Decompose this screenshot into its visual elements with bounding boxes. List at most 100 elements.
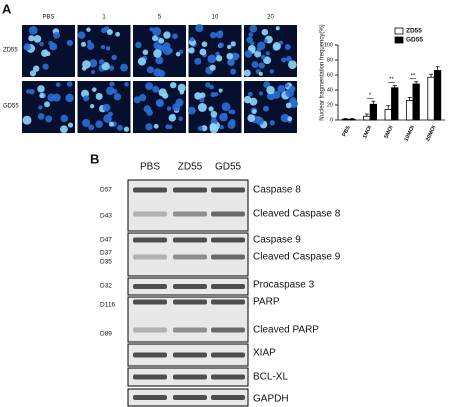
band bbox=[133, 395, 167, 400]
nucleus bbox=[37, 112, 45, 120]
nucleus bbox=[209, 64, 216, 71]
nucleus bbox=[263, 56, 272, 65]
nucleus bbox=[215, 55, 223, 62]
nucleus bbox=[195, 24, 204, 33]
band bbox=[133, 327, 167, 333]
nucleus bbox=[44, 101, 50, 108]
nucleus bbox=[26, 89, 31, 94]
significance: ** bbox=[389, 77, 394, 83]
size-marker: D32 bbox=[100, 283, 112, 290]
nucleus bbox=[77, 31, 86, 39]
nucleus bbox=[199, 97, 205, 103]
size-marker: D89 bbox=[100, 331, 112, 338]
nucleus bbox=[28, 35, 35, 42]
nucleus bbox=[37, 85, 45, 93]
error-bar bbox=[435, 66, 440, 71]
nucleus bbox=[106, 28, 113, 35]
nucleus bbox=[113, 93, 122, 101]
nucleus bbox=[167, 48, 173, 54]
nucleus bbox=[201, 41, 208, 48]
band bbox=[173, 284, 207, 289]
nucleus bbox=[29, 70, 37, 77]
nucleus bbox=[258, 71, 263, 76]
legend-swatch bbox=[394, 27, 404, 35]
nucleus bbox=[255, 117, 264, 126]
size-marker: D57 bbox=[100, 187, 112, 194]
error-bar bbox=[364, 113, 369, 117]
band bbox=[211, 352, 245, 358]
nucleus bbox=[252, 109, 257, 114]
nucleus bbox=[155, 99, 163, 107]
protein-label: Cleaved Caspase 8 bbox=[253, 209, 341, 220]
nucleus bbox=[244, 50, 253, 58]
nucleus bbox=[123, 126, 130, 132]
nucleus bbox=[65, 93, 74, 103]
nucleus bbox=[208, 106, 214, 112]
nucleus bbox=[89, 104, 95, 109]
y-tick-label: 100 bbox=[324, 42, 333, 48]
lane-label: GD55 bbox=[215, 162, 242, 173]
nucleus bbox=[275, 26, 280, 31]
column-label: 20 bbox=[267, 15, 274, 21]
nucleus bbox=[219, 112, 228, 122]
nucleus bbox=[199, 48, 207, 56]
protein-label: PARP bbox=[253, 297, 280, 308]
protein-label: Procaspase 3 bbox=[253, 280, 315, 291]
nucleus bbox=[158, 69, 166, 78]
column-label: 5 bbox=[158, 15, 162, 21]
nucleus bbox=[218, 42, 224, 48]
protein-label: GAPDH bbox=[253, 394, 289, 405]
nucleus bbox=[109, 81, 115, 87]
nucleus bbox=[285, 102, 292, 109]
nucleus bbox=[254, 50, 262, 58]
nucleus bbox=[143, 105, 152, 113]
nucleus bbox=[80, 41, 87, 47]
nucleus bbox=[60, 114, 68, 123]
nucleus bbox=[194, 57, 202, 65]
size-marker: D47 bbox=[100, 237, 112, 244]
band bbox=[211, 237, 245, 243]
legend-label: ZD55 bbox=[406, 28, 422, 35]
nucleus bbox=[33, 65, 40, 72]
nucleus bbox=[179, 89, 185, 95]
x-tick-label: PBS bbox=[342, 125, 352, 138]
significance: * bbox=[369, 93, 372, 99]
nucleus bbox=[285, 88, 294, 98]
nucleus bbox=[100, 45, 105, 50]
nucleus bbox=[142, 49, 149, 56]
size-marker: D116 bbox=[100, 302, 115, 309]
nucleus bbox=[172, 33, 178, 40]
nucleus bbox=[45, 115, 53, 123]
x-tick-label: 20MOI bbox=[425, 125, 438, 143]
nucleus bbox=[227, 44, 232, 50]
band bbox=[173, 299, 207, 305]
nucleus bbox=[137, 57, 147, 66]
error-bar bbox=[429, 73, 434, 78]
nucleus bbox=[82, 118, 91, 127]
nucleus bbox=[163, 31, 171, 39]
protein-label: Cleaved Caspase 9 bbox=[253, 252, 341, 263]
protein-label: Caspase 8 bbox=[253, 185, 301, 196]
nucleus bbox=[243, 69, 251, 77]
protein-label: Cleaved PARP bbox=[253, 325, 319, 336]
band bbox=[173, 237, 207, 243]
nucleus bbox=[187, 106, 196, 115]
nucleus bbox=[175, 98, 184, 107]
nucleus bbox=[265, 51, 270, 56]
legend-label: GD55 bbox=[406, 37, 423, 44]
nucleus bbox=[66, 39, 73, 47]
column-label: 1 bbox=[102, 15, 106, 21]
nucleus bbox=[102, 103, 111, 112]
nucleus bbox=[251, 61, 259, 69]
nucleus bbox=[272, 42, 281, 51]
error-bar bbox=[386, 105, 391, 110]
band bbox=[173, 254, 207, 260]
nucleus bbox=[170, 81, 177, 89]
nucleus bbox=[233, 53, 240, 59]
nucleus bbox=[269, 120, 275, 126]
size-marker: D37 bbox=[100, 250, 112, 257]
column-label: 10 bbox=[212, 15, 219, 21]
bar bbox=[341, 118, 350, 121]
nucleus bbox=[230, 68, 237, 75]
